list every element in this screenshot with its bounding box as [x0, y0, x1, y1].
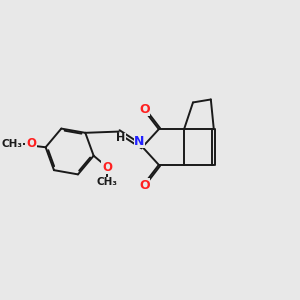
Text: H: H — [116, 133, 126, 143]
Text: O: O — [26, 137, 36, 150]
Text: O: O — [102, 161, 112, 174]
Text: CH₃: CH₃ — [97, 178, 118, 188]
Text: N: N — [134, 135, 145, 148]
Text: O: O — [139, 179, 150, 192]
Text: O: O — [139, 103, 150, 116]
Text: CH₃: CH₃ — [1, 139, 22, 149]
